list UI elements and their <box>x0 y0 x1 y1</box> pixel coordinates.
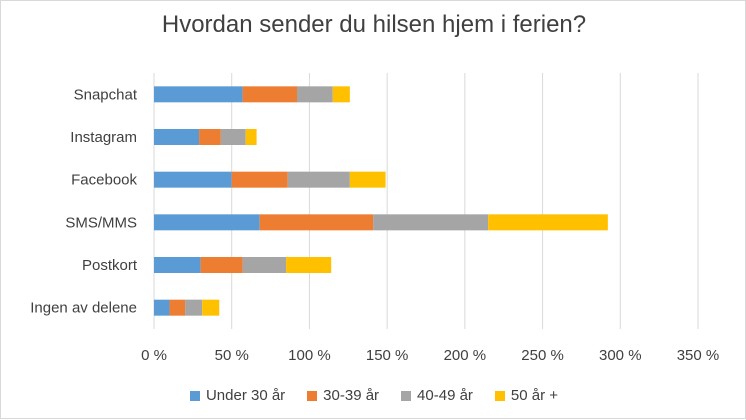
bar-segment <box>202 299 220 316</box>
legend-label: Under 30 år <box>205 387 286 404</box>
bar-segment <box>286 257 332 273</box>
bar-segment <box>242 257 287 273</box>
x-tick-label: 50 % <box>215 347 249 364</box>
category-label: Postkort <box>82 257 138 274</box>
x-tick-label: 100 % <box>288 347 331 364</box>
legend-item: 40-49 år <box>401 387 473 404</box>
x-tick-label: 200 % <box>444 347 487 364</box>
bar-segment <box>154 129 200 145</box>
bar-segment <box>242 86 297 103</box>
bar-segment <box>154 86 243 103</box>
legend-swatch <box>307 390 318 401</box>
x-tick-label: 150 % <box>366 347 409 364</box>
bar-segment <box>185 299 203 316</box>
category-label: SMS/MMS <box>65 214 137 231</box>
legend-item: 50 år + <box>494 387 559 404</box>
category-label: Instagram <box>70 129 137 146</box>
legend-swatch <box>189 390 200 401</box>
chart-legend: Under 30 år 30-39 år 40-49 år 50 år + <box>1 387 746 404</box>
legend-label: 40-49 år <box>417 387 473 404</box>
legend-label: 30-39 år <box>323 387 380 404</box>
bar-segment <box>259 214 374 231</box>
bar-segment <box>169 299 186 316</box>
legend-swatch <box>401 390 412 401</box>
legend-label: 50 år + <box>510 387 559 404</box>
chart-title: Hvordan sender du hilsen hjem i ferien? <box>161 11 587 38</box>
category-label: Ingen av delene <box>30 300 137 317</box>
bar-segment <box>296 86 333 103</box>
bar-segment <box>154 299 170 316</box>
x-tick-label: 350 % <box>677 347 720 364</box>
bar-segment <box>154 214 260 231</box>
legend-item: 30-39 år <box>307 387 379 404</box>
legend-swatch <box>494 390 505 401</box>
bar-segment <box>220 129 246 145</box>
x-tick-label: 300 % <box>599 347 642 364</box>
category-label: Facebook <box>71 172 137 189</box>
legend-item: Under 30 år <box>189 387 286 404</box>
bar-segment <box>332 86 350 103</box>
category-label: Snapchat <box>74 86 138 103</box>
bar-segment <box>231 171 288 188</box>
bar-segment <box>199 129 221 145</box>
bar-segment <box>287 171 350 188</box>
bar-segment <box>154 257 201 273</box>
bar-segment <box>373 214 489 231</box>
bar-segment <box>245 129 257 145</box>
bar-segment <box>200 257 243 273</box>
x-tick-label: 0 % <box>141 347 167 364</box>
bar-segment <box>154 171 232 188</box>
bar-segment <box>488 214 608 231</box>
x-tick-label: 250 % <box>521 347 564 364</box>
bar-segment <box>349 171 386 188</box>
